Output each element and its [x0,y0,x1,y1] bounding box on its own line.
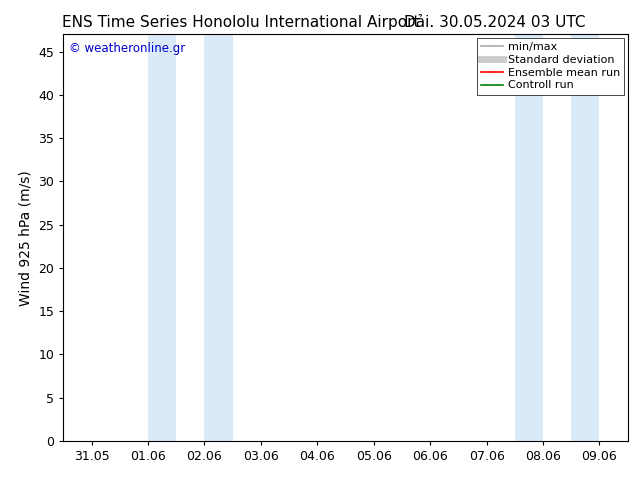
Legend: min/max, Standard deviation, Ensemble mean run, Controll run: min/max, Standard deviation, Ensemble me… [477,38,624,95]
Y-axis label: Wind 925 hPa (m/s): Wind 925 hPa (m/s) [19,170,33,306]
Bar [515,34,543,441]
Text: ENS Time Series Honololu International Airport: ENS Time Series Honololu International A… [62,15,420,30]
Text: Dải. 30.05.2024 03 UTC: Dải. 30.05.2024 03 UTC [404,15,585,30]
Text: © weatheronline.gr: © weatheronline.gr [69,43,185,55]
Bar [204,34,233,441]
Bar [148,34,176,441]
Bar [571,34,600,441]
